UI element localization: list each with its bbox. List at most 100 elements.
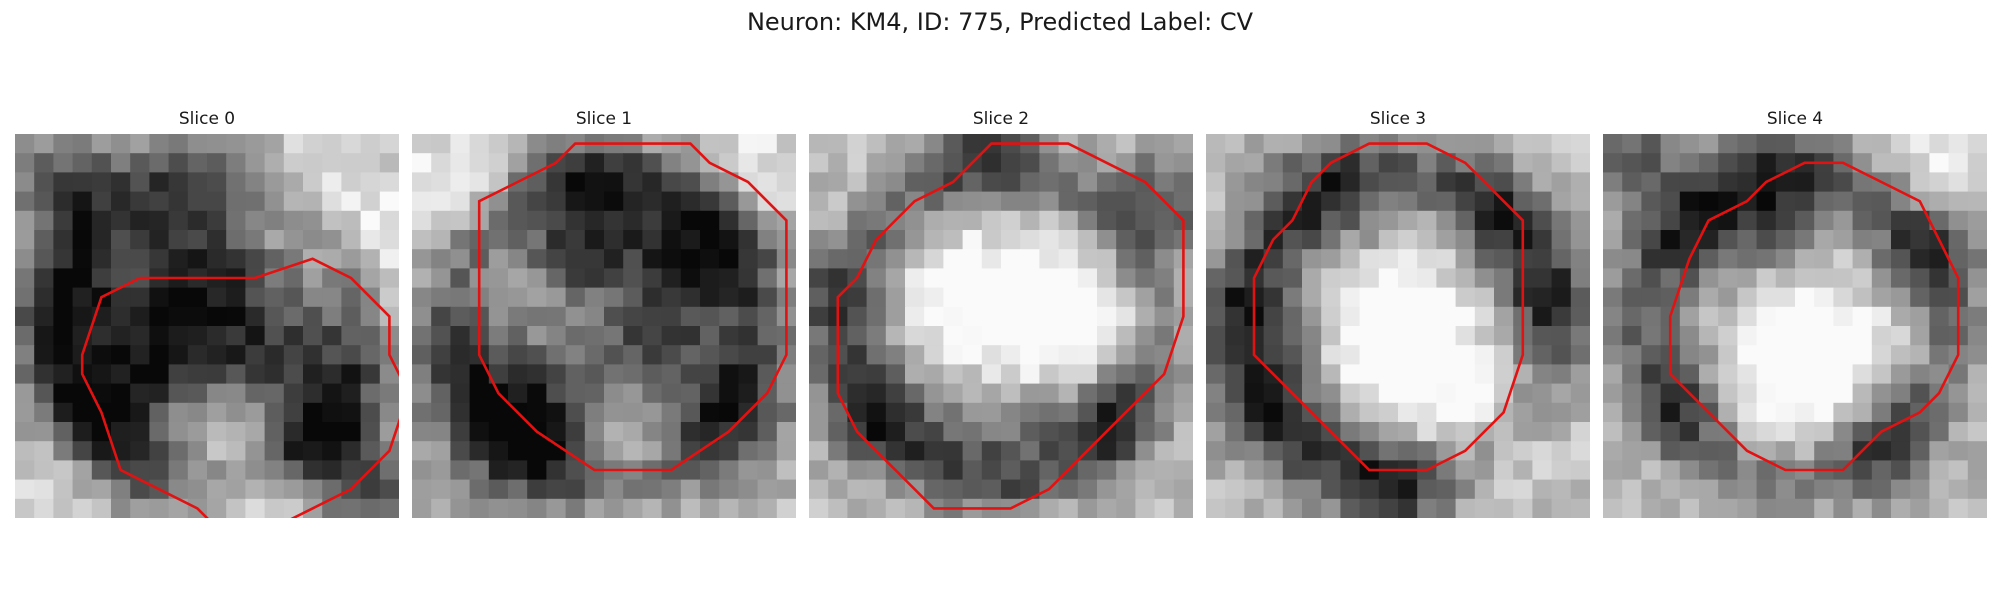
- pixel-cell: [1244, 441, 1265, 461]
- pixel-cell: [1225, 268, 1245, 289]
- pixel-cell: [450, 268, 471, 289]
- pixel-cell: [943, 191, 964, 212]
- pixel-cell: [168, 402, 189, 423]
- pixel-cell: [488, 268, 509, 289]
- pixel-cell: [1398, 422, 1418, 442]
- pixel-cell: [1891, 230, 1911, 250]
- pixel-cell: [1679, 422, 1700, 442]
- pixel-cell: [1871, 479, 1892, 500]
- pixel-cell: [584, 230, 605, 250]
- pixel-cell: [1532, 402, 1553, 423]
- pixel-cell: [168, 153, 189, 173]
- pixel-cell: [719, 460, 739, 481]
- slice-title-0: Slice 0: [178, 109, 236, 129]
- slice-title-4: Slice 4: [1766, 109, 1824, 129]
- pixel-cell: [1737, 287, 1758, 308]
- pixel-cell: [1622, 172, 1642, 193]
- pixel-cell: [584, 345, 605, 365]
- pixel-cell: [91, 172, 112, 193]
- pixel-cell: [303, 268, 323, 289]
- pixel-cell: [431, 210, 451, 231]
- pixel-cell: [847, 172, 868, 193]
- pixel-cell: [943, 210, 964, 231]
- pixel-cell: [1699, 345, 1719, 365]
- pixel-cell: [1135, 191, 1156, 212]
- pixel-cell: [1154, 287, 1175, 308]
- pixel-cell: [1244, 479, 1265, 500]
- pixel-cell: [738, 383, 759, 404]
- pixel-cell: [757, 134, 778, 154]
- pixel-cell: [546, 402, 567, 423]
- pixel-cell: [584, 153, 605, 173]
- pixel-cell: [962, 287, 983, 308]
- pixel-cell: [130, 287, 150, 308]
- pixel-cell: [1967, 383, 1987, 404]
- pixel-cell: [1833, 364, 1854, 385]
- pixel-cell: [34, 287, 54, 308]
- pixel-cell: [226, 172, 246, 193]
- pixel-cell: [565, 402, 586, 423]
- pixel-cell: [661, 249, 682, 269]
- pixel-cell: [1173, 172, 1193, 193]
- pixel-cell: [508, 345, 528, 365]
- pixel-cell: [1699, 383, 1719, 404]
- pixel-cell: [412, 210, 432, 231]
- pixel-cell: [546, 230, 567, 250]
- pixel-cell: [450, 191, 471, 212]
- pixel-cell: [379, 460, 399, 481]
- pixel-cell: [469, 383, 490, 404]
- pixel-cell: [360, 191, 381, 212]
- pixel-cell: [546, 210, 567, 231]
- pixel-cell: [1775, 134, 1796, 154]
- pixel-cell: [1551, 383, 1572, 404]
- pixel-cell: [1775, 402, 1796, 423]
- pixel-cell: [1244, 153, 1265, 173]
- pixel-cell: [1967, 172, 1987, 193]
- pixel-cell: [565, 383, 586, 404]
- pixel-cell: [1154, 210, 1175, 231]
- pixel-cell: [809, 210, 829, 231]
- pixel-cell: [1039, 210, 1060, 231]
- pixel-cell: [1660, 172, 1681, 193]
- pixel-cell: [565, 498, 586, 518]
- pixel-cell: [1660, 153, 1681, 173]
- pixel-cell: [1058, 172, 1079, 193]
- pixel-cell: [809, 134, 829, 154]
- pixel-cell: [1948, 383, 1969, 404]
- pixel-cell: [1551, 364, 1572, 385]
- pixel-cell: [488, 460, 509, 481]
- pixel-cell: [283, 422, 304, 442]
- pixel-cell: [1641, 479, 1662, 500]
- pixel-cell: [680, 402, 701, 423]
- pixel-cell: [1718, 134, 1738, 154]
- pixel-cell: [1641, 460, 1662, 481]
- pixel-cell: [565, 422, 586, 442]
- pixel-cell: [1359, 287, 1380, 308]
- pixel-cell: [1532, 134, 1553, 154]
- pixel-cell: [15, 210, 35, 231]
- pixel-cell: [981, 230, 1002, 250]
- pixel-cell: [905, 498, 925, 518]
- pixel-cell: [1020, 287, 1040, 308]
- pixel-cell: [1455, 134, 1476, 154]
- pixel-cell: [187, 306, 208, 327]
- pixel-cell: [661, 172, 682, 193]
- pixel-cell: [1282, 326, 1303, 346]
- pixel-cell: [1001, 191, 1021, 212]
- pixel-cell: [1551, 479, 1572, 500]
- pixel-cell: [1340, 191, 1361, 212]
- pixel-cell: [527, 191, 547, 212]
- pixel-cell: [53, 402, 74, 423]
- pixel-cell: [1359, 210, 1380, 231]
- pixel-cell: [149, 364, 170, 385]
- pixel-cell: [1737, 498, 1758, 518]
- pixel-cell: [1206, 249, 1226, 269]
- pixel-cell: [700, 364, 720, 385]
- pixel-cell: [1603, 326, 1623, 346]
- pixel-cell: [661, 210, 682, 231]
- pixel-cell: [1020, 498, 1040, 518]
- pixel-cell: [341, 249, 362, 269]
- pixel-cell: [1871, 326, 1892, 346]
- pixel-cell: [1058, 383, 1079, 404]
- cell-outline: [477, 142, 788, 472]
